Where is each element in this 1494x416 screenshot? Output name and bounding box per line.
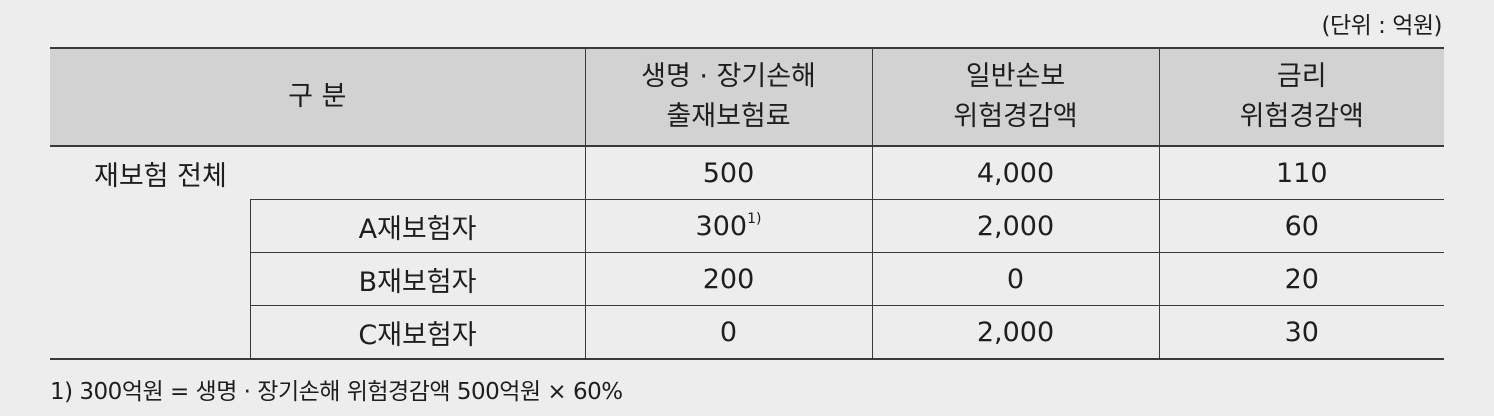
- reinsurance-table: 구 분 생명 · 장기손해 출재보험료 일반손보 위험경감액 금리 위험경감액 …: [50, 47, 1445, 360]
- cell-ceded-premium: 200: [584, 252, 873, 306]
- indent-cell: [50, 305, 250, 360]
- cell-general-risk: 4,000: [871, 146, 1160, 200]
- cell-general-risk: 0: [871, 252, 1160, 306]
- cell-general-risk: 2,000: [871, 199, 1160, 253]
- header-row: 구 분 생명 · 장기손해 출재보험료 일반손보 위험경감액 금리 위험경감액: [50, 47, 1445, 147]
- header-ceded-premium-line1: 생명 · 장기손해: [641, 61, 816, 92]
- row-label: C재보험자: [249, 305, 586, 360]
- header-general-risk: 일반손보 위험경감액: [871, 47, 1160, 147]
- cell-general-risk: 2,000: [871, 305, 1160, 360]
- footnote-marker: 1): [747, 210, 762, 227]
- header-ceded-premium: 생명 · 장기손해 출재보험료: [584, 47, 873, 147]
- row-label: A재보험자: [249, 199, 586, 253]
- header-interest-risk-line1: 금리: [1276, 61, 1327, 92]
- cell-interest-risk: 30: [1158, 305, 1445, 360]
- header-interest-risk-line2: 위험경감액: [1239, 101, 1364, 132]
- header-interest-risk: 금리 위험경감액: [1158, 47, 1445, 147]
- cell-value: 300: [695, 210, 748, 242]
- cell-ceded-premium: 3001): [584, 199, 873, 253]
- header-ceded-premium-line2: 출재보험료: [666, 101, 791, 132]
- cell-ceded-premium: 0: [584, 305, 873, 360]
- indent-cell: [50, 253, 250, 306]
- cell-interest-risk: 110: [1158, 146, 1445, 200]
- unit-label: (단위 : 억원): [1321, 13, 1443, 39]
- cell-interest-risk: 20: [1158, 252, 1445, 306]
- header-general-risk-line2: 위험경감액: [953, 101, 1078, 132]
- header-general-risk-line1: 일반손보: [965, 61, 1066, 92]
- cell-ceded-premium: 500: [584, 146, 873, 200]
- table-row: C재보험자 0 2,000 30: [50, 305, 1445, 360]
- header-category: 구 분: [50, 47, 586, 147]
- row-label: B재보험자: [249, 252, 586, 306]
- indent-cell: [50, 200, 250, 253]
- cell-interest-risk: 60: [1158, 199, 1445, 253]
- footnote: 1) 300억원 = 생명 · 장기손해 위험경감액 500억원 × 60%: [50, 379, 623, 405]
- row-label: 재보험 전체: [94, 160, 227, 192]
- table-row-total: 재보험 전체 500 4,000 110: [50, 146, 1445, 200]
- table-row: A재보험자 3001) 2,000 60: [50, 199, 1445, 253]
- table-row: B재보험자 200 0 20: [50, 252, 1445, 306]
